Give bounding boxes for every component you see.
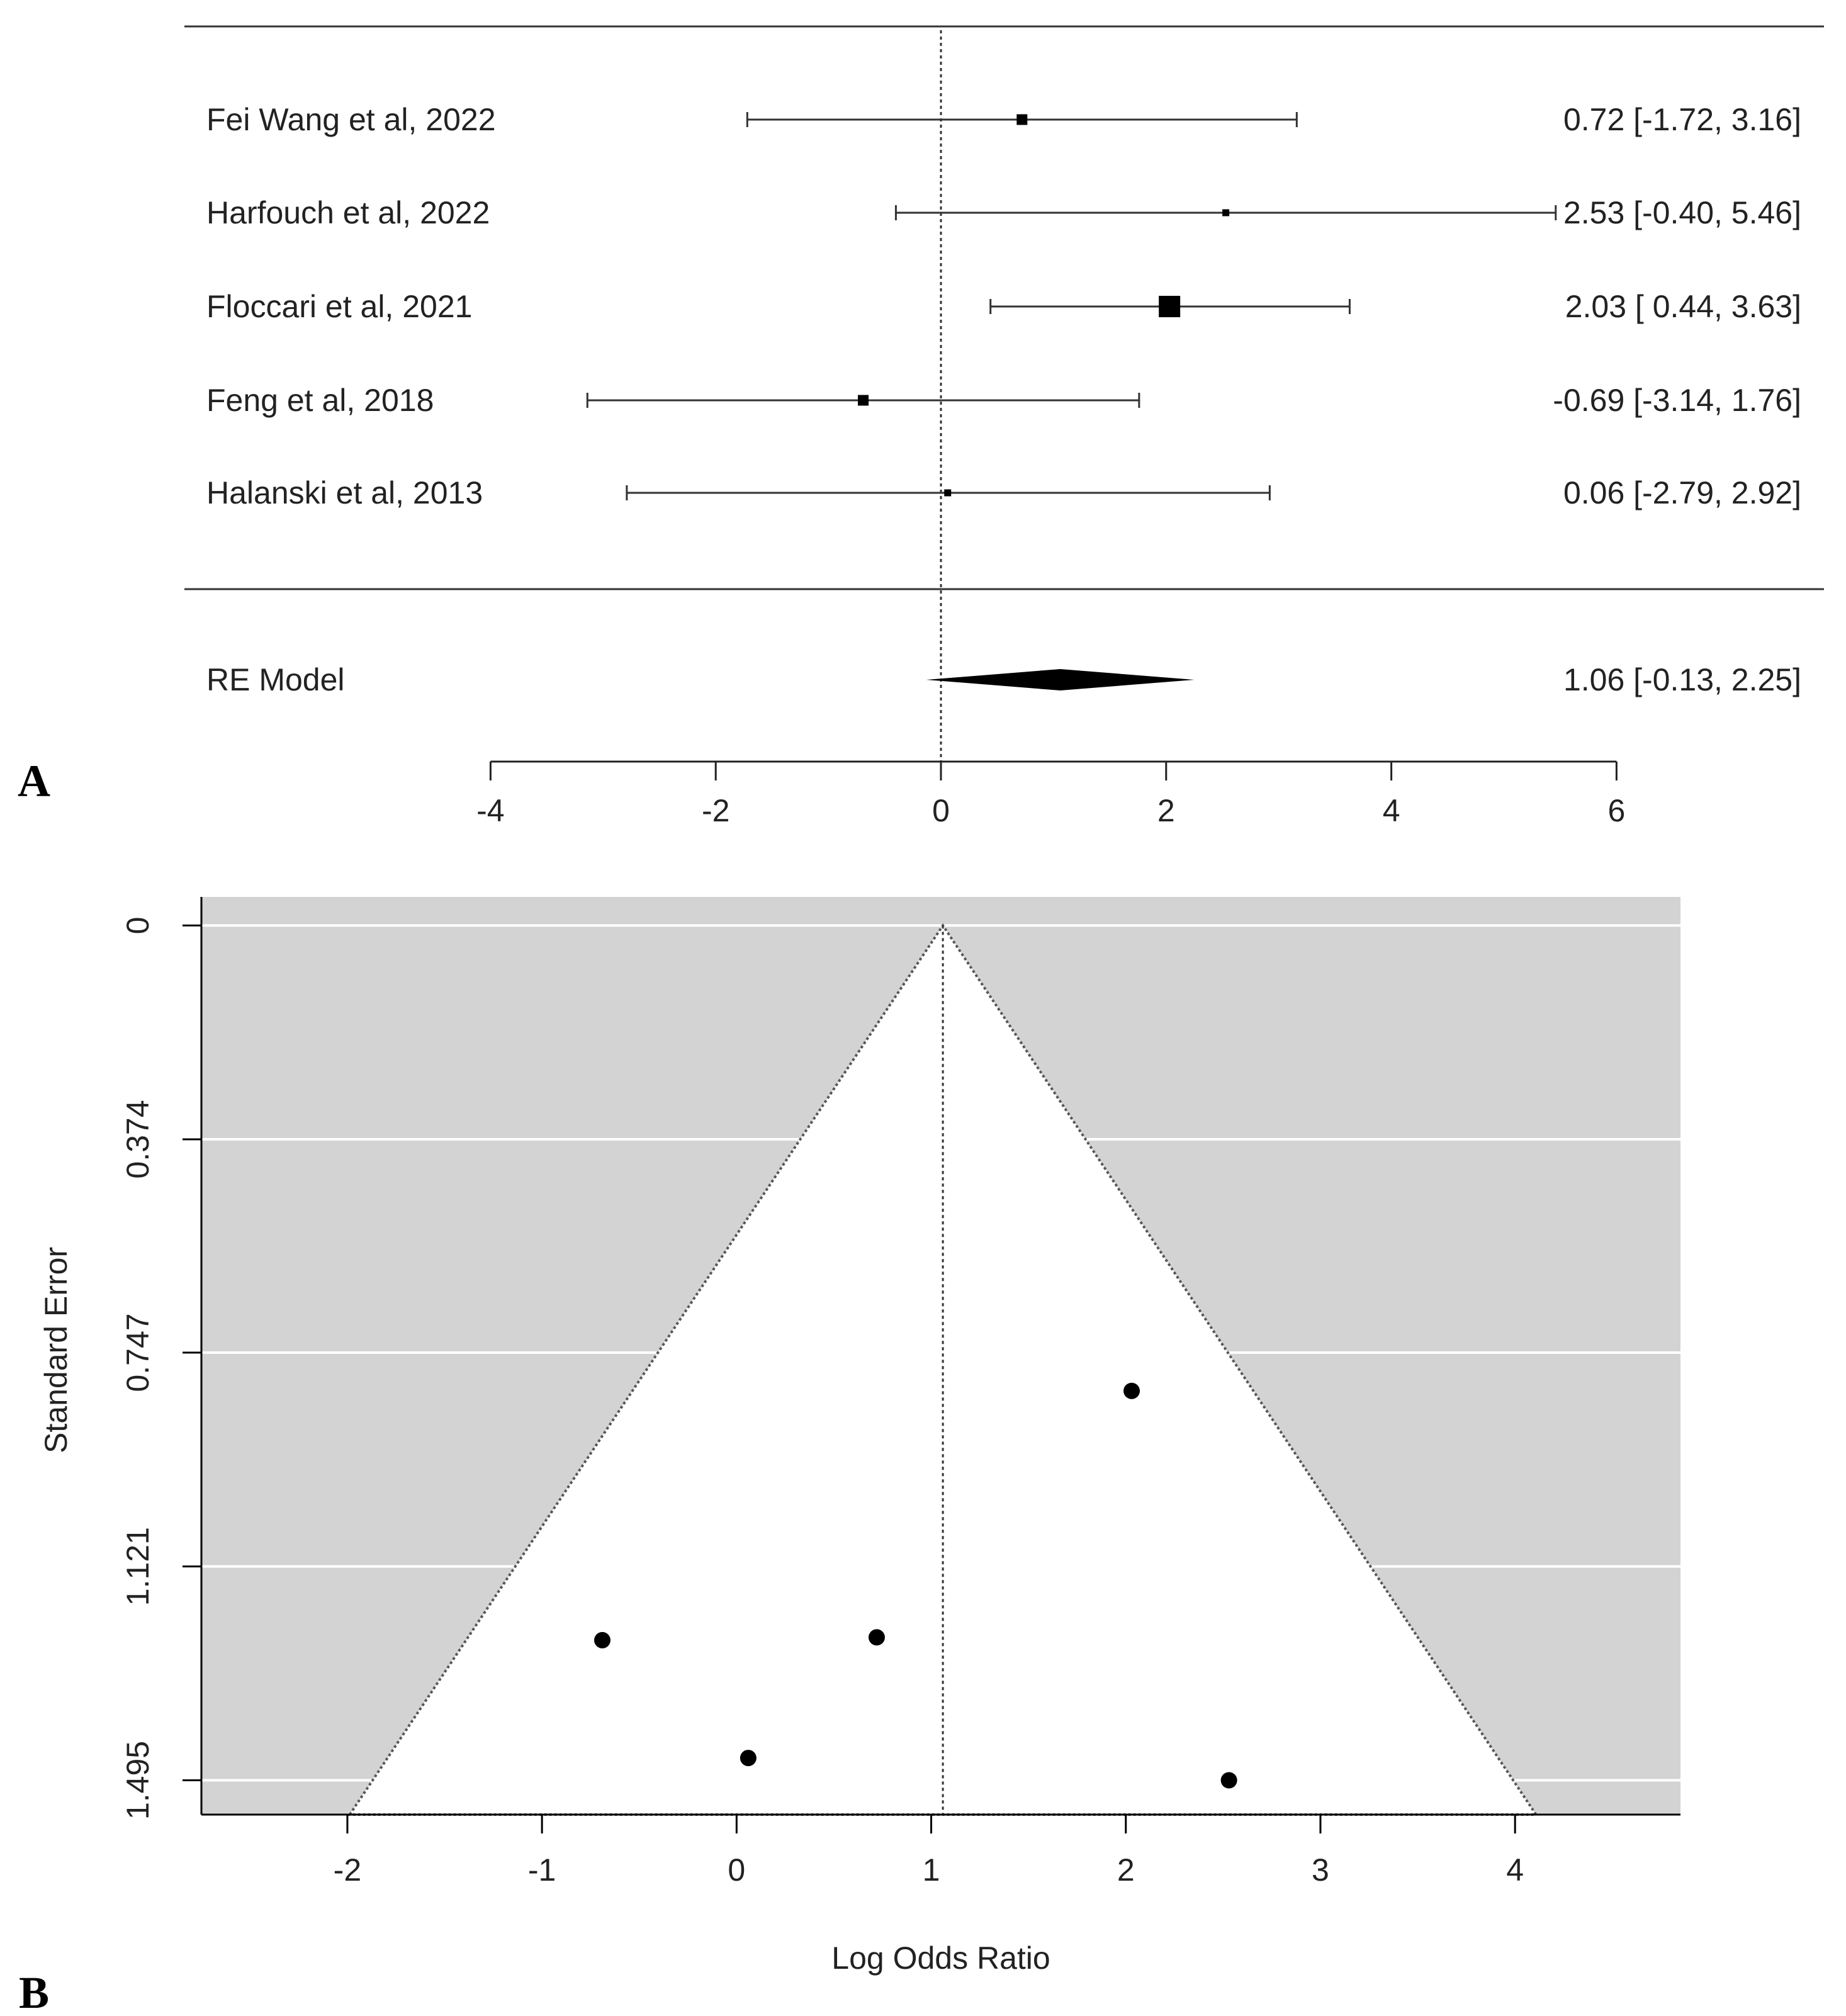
funnel-x-tick-label: 1 — [923, 1852, 940, 1888]
forest-axis-tick-label: 6 — [1607, 793, 1625, 828]
funnel-data-point — [740, 1750, 757, 1767]
forest-study-label: Floccari et al, 2021 — [206, 289, 472, 324]
forest-plot-panel: Fei Wang et al, 2022 0.72 [-1.72, 3.16] Ha… — [18, 25, 1824, 828]
forest-row: Feng et al, 2018 -0.69 [-3.14, 1.76] — [206, 383, 1801, 418]
funnel-data-point — [868, 1629, 885, 1646]
funnel-y-tick-label: 0 — [120, 917, 155, 935]
forest-summary-diamond — [926, 669, 1195, 690]
forest-point-estimate — [858, 395, 869, 406]
forest-ci-text: 0.06 [-2.79, 2.92] — [1563, 475, 1801, 510]
forest-point-estimate — [1016, 114, 1028, 125]
forest-ci-text: -0.69 [-3.14, 1.76] — [1553, 383, 1801, 418]
funnel-x-axis: -2 -1 0 1 2 3 4 — [334, 1815, 1524, 1888]
forest-study-label: Harfouch et al, 2022 — [206, 195, 490, 230]
forest-point-estimate — [1222, 209, 1230, 217]
funnel-y-tick-label: 0.374 — [120, 1100, 155, 1179]
funnel-y-tick-label: 0.747 — [120, 1313, 155, 1392]
funnel-data-point — [1123, 1382, 1140, 1399]
funnel-x-tick-label: 2 — [1117, 1852, 1135, 1888]
forest-study-label: Halanski et al, 2013 — [206, 475, 483, 510]
forest-row: Floccari et al, 2021 2.03 [ 0.44, 3.63] — [206, 289, 1801, 324]
forest-ci-text: 2.53 [-0.40, 5.46] — [1563, 195, 1801, 230]
funnel-data-point — [594, 1631, 611, 1648]
forest-study-label: Fei Wang et al, 2022 — [206, 102, 496, 137]
forest-row: Harfouch et al, 2022 2.53 [-0.40, 5.46] — [206, 195, 1801, 230]
funnel-plot-panel: -2 -1 0 1 2 3 4 0 0.374 0.747 1.121 1.495 Log Odds… — [19, 897, 1680, 2016]
funnel-x-tick-label: 0 — [728, 1852, 745, 1888]
funnel-y-tick-label: 1.495 — [120, 1741, 155, 1820]
forest-x-axis: -4 -2 0 2 4 6 — [476, 760, 1625, 828]
forest-ci-text: 2.03 [ 0.44, 3.63] — [1565, 289, 1801, 324]
forest-summary-ci-text: 1.06 [-0.13, 2.25] — [1563, 662, 1801, 697]
forest-point-estimate — [1159, 296, 1181, 317]
funnel-data-point — [1220, 1772, 1237, 1789]
panel-label-b: B — [19, 1968, 49, 2016]
funnel-y-tick-label: 1.121 — [120, 1527, 155, 1606]
forest-point-estimate — [944, 489, 952, 497]
forest-summary-label: RE Model — [206, 662, 345, 697]
forest-axis-tick-label: 4 — [1383, 793, 1400, 828]
funnel-x-tick-label: 3 — [1312, 1852, 1329, 1888]
funnel-x-tick-label: 4 — [1506, 1852, 1524, 1888]
funnel-x-tick-label: -2 — [334, 1852, 361, 1888]
funnel-points — [594, 1382, 1237, 1789]
forest-axis-tick-label: -2 — [702, 793, 729, 828]
funnel-x-axis-title: Log Odds Ratio — [831, 1940, 1050, 1976]
forest-axis-tick-label: 2 — [1157, 793, 1175, 828]
forest-summary-row: RE Model 1.06 [-0.13, 2.25] — [206, 662, 1801, 697]
forest-axis-tick-label: 0 — [932, 793, 950, 828]
funnel-y-axis: 0 0.374 0.747 1.121 1.495 — [120, 917, 201, 1820]
panel-label-a: A — [18, 756, 50, 806]
forest-row: Halanski et al, 2013 0.06 [-2.79, 2.92] — [206, 475, 1801, 510]
funnel-y-axis-title: Standard Error — [38, 1247, 74, 1453]
forest-ci-text: 0.72 [-1.72, 3.16] — [1563, 102, 1801, 137]
forest-study-label: Feng et al, 2018 — [206, 383, 434, 418]
forest-study-rows: Fei Wang et al, 2022 0.72 [-1.72, 3.16] Ha… — [206, 102, 1801, 510]
forest-axis-tick-label: -4 — [476, 793, 504, 828]
funnel-x-tick-label: -1 — [528, 1852, 556, 1888]
forest-row: Fei Wang et al, 2022 0.72 [-1.72, 3.16] — [206, 102, 1801, 137]
